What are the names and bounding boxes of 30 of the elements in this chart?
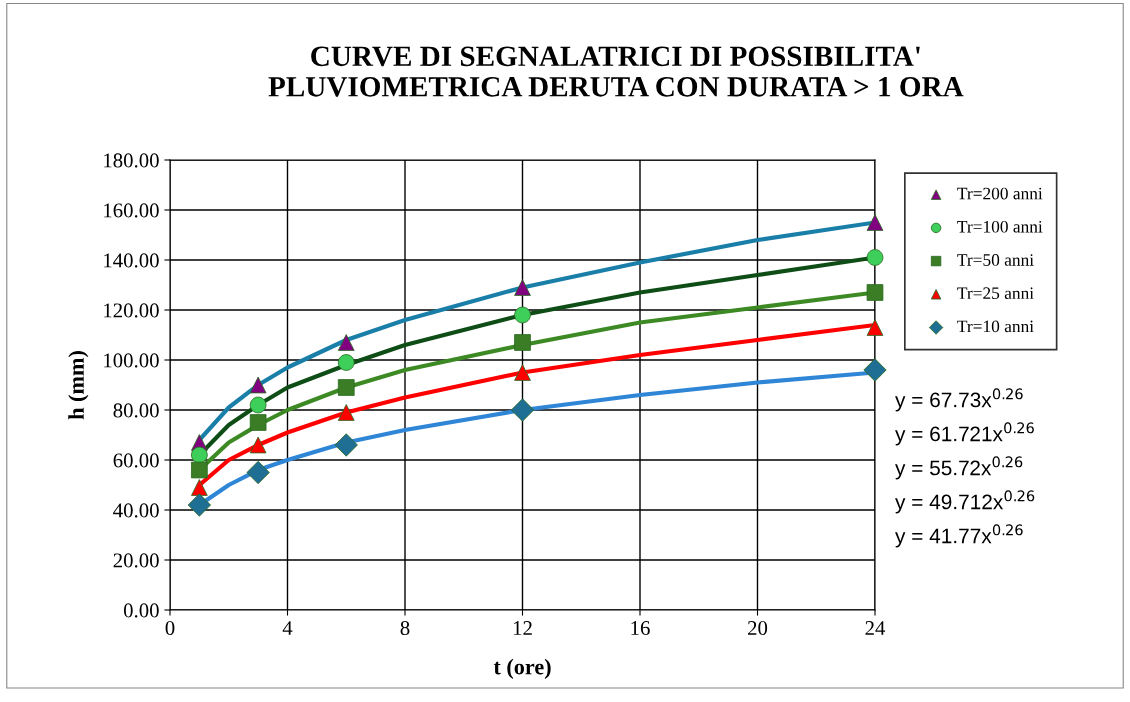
x-tick-label: 16 bbox=[631, 621, 650, 636]
y-axis-title: h (mm) bbox=[68, 351, 89, 420]
legend-label: Tr=50 anni bbox=[957, 254, 1034, 266]
legend-label: Tr=200 anni bbox=[957, 187, 1043, 200]
text: y = 49.712x$^{0.26}$ bbox=[895, 490, 1035, 514]
y-tick-label: 100.00 bbox=[104, 353, 159, 368]
text: y = 67.73x$^{0.26}$ bbox=[895, 388, 1023, 412]
x-tick-label: 4 bbox=[282, 621, 293, 635]
legend-label: Tr=10 anni bbox=[957, 320, 1034, 333]
text: y = 55.72x$^{0.26}$ bbox=[895, 456, 1023, 480]
x-tick-label: 0 bbox=[165, 621, 175, 636]
legend-label: Tr=25 anni bbox=[957, 287, 1034, 300]
x-axis-title: t (ore) bbox=[493, 658, 551, 679]
y-tick-label: 180.00 bbox=[104, 153, 159, 168]
x-tick-label: 20 bbox=[748, 621, 768, 636]
y-tick-label: 60.00 bbox=[113, 453, 159, 468]
y-tick-label: 0.00 bbox=[123, 603, 159, 618]
x-tick-label: 8 bbox=[400, 621, 410, 636]
y-tick-label: 120.00 bbox=[104, 303, 159, 318]
y-tick-label: 80.00 bbox=[113, 403, 159, 418]
y-tick-label: 40.00 bbox=[113, 503, 159, 518]
text: y = 41.77x$^{0.26}$ bbox=[895, 524, 1023, 548]
legend-label: Tr=100 anni bbox=[957, 220, 1043, 233]
y-tick-label: 160.00 bbox=[104, 203, 159, 218]
x-tick-label: 12 bbox=[513, 621, 532, 635]
x-tick-label: 24 bbox=[865, 621, 886, 635]
y-tick-label: 20.00 bbox=[113, 553, 159, 568]
y-tick-label: 140.00 bbox=[104, 253, 159, 268]
text: y = 61.721x$^{0.26}$ bbox=[895, 422, 1034, 446]
chart-title: CURVE DI SEGNALATRICI DI POSSIBILITA' PLUVIOMETRICA DERUTA CON DURATA > 1 ORA bbox=[268, 46, 964, 97]
